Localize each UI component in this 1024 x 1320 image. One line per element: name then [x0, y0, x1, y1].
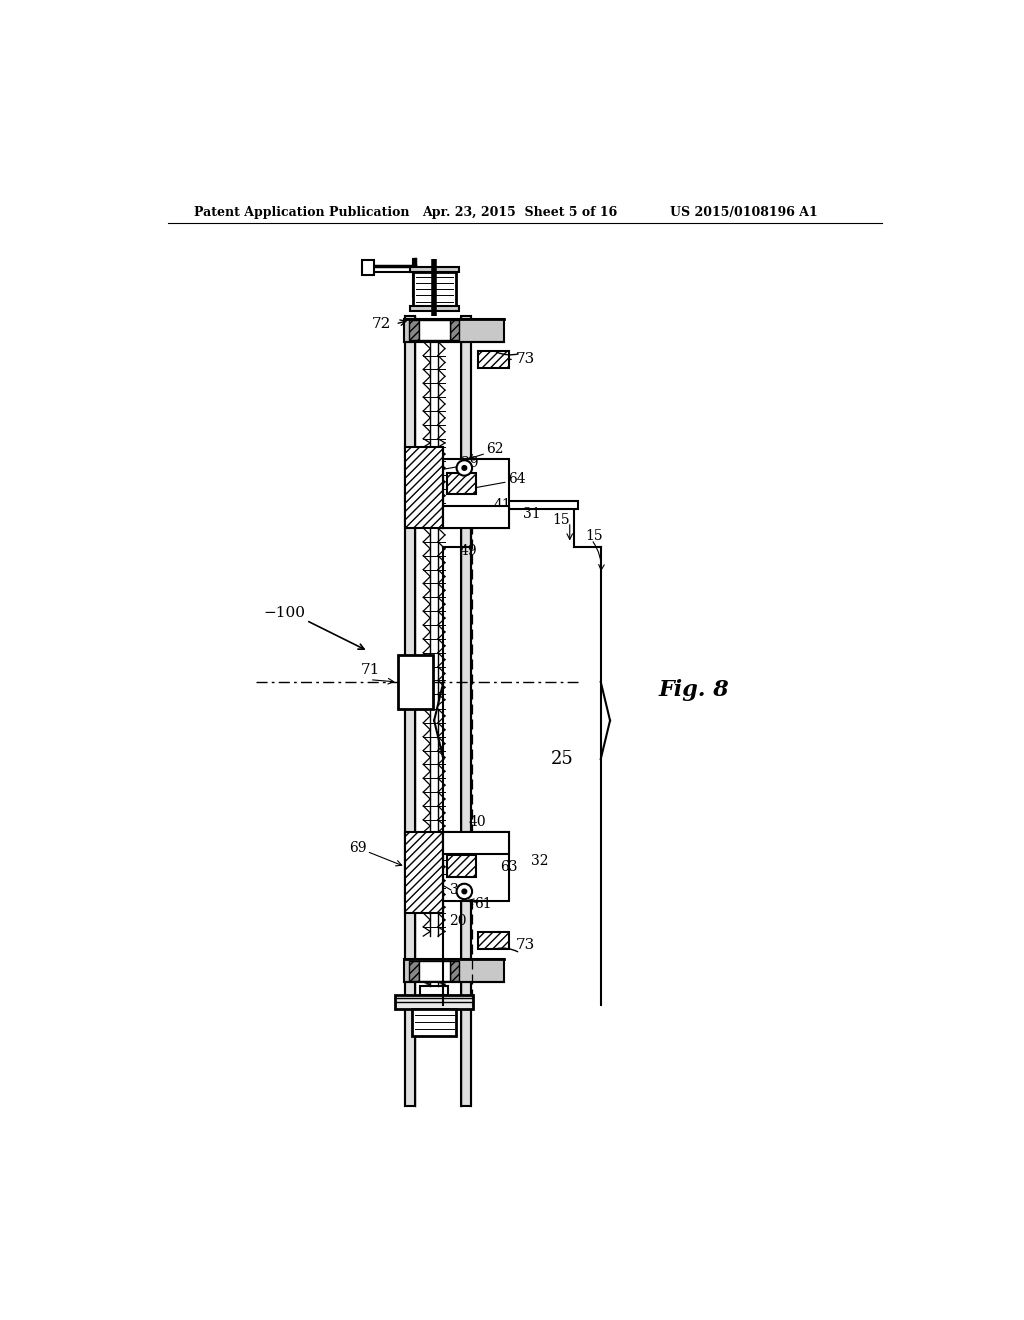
Text: 48: 48	[457, 841, 474, 854]
Text: 49: 49	[460, 544, 477, 558]
Bar	[410, 267, 459, 272]
Text: 69: 69	[349, 841, 367, 854]
Bar	[442, 507, 509, 528]
Text: 32: 32	[531, 854, 549, 867]
Bar	[467, 502, 578, 508]
Circle shape	[457, 461, 472, 475]
Bar	[442, 832, 509, 854]
Bar	[450, 321, 459, 341]
Text: 63: 63	[500, 859, 517, 874]
Text: 25: 25	[551, 750, 573, 768]
Text: 62: 62	[486, 442, 504, 457]
Text: 39: 39	[461, 457, 479, 470]
Bar	[442, 832, 509, 902]
Bar	[413, 1010, 456, 1036]
Text: 15: 15	[553, 513, 570, 527]
Bar	[395, 995, 473, 1010]
Bar	[461, 317, 471, 1106]
Bar	[410, 961, 419, 981]
Bar	[410, 306, 459, 312]
Bar	[478, 932, 509, 949]
Text: 41: 41	[494, 498, 512, 512]
Bar	[442, 459, 509, 528]
Text: 31: 31	[523, 507, 541, 521]
Bar	[419, 961, 450, 981]
Bar	[450, 961, 459, 981]
Text: 15: 15	[586, 529, 603, 543]
Text: 64: 64	[508, 471, 525, 486]
Text: Fig. 8: Fig. 8	[658, 678, 730, 701]
Text: 40: 40	[469, 816, 486, 829]
Bar	[397, 655, 432, 709]
Bar	[406, 832, 442, 913]
Bar	[406, 447, 442, 528]
Bar	[446, 855, 476, 876]
Bar	[362, 260, 374, 276]
Circle shape	[457, 884, 472, 899]
Text: 38: 38	[450, 883, 467, 896]
Circle shape	[462, 890, 467, 894]
Text: Apr. 23, 2015  Sheet 5 of 16: Apr. 23, 2015 Sheet 5 of 16	[423, 206, 617, 219]
Bar	[478, 351, 509, 368]
Text: 61: 61	[474, 896, 493, 911]
Text: Patent Application Publication: Patent Application Publication	[194, 206, 410, 219]
Text: 73: 73	[515, 937, 535, 952]
Text: US 2015/0108196 A1: US 2015/0108196 A1	[671, 206, 818, 219]
Bar	[414, 272, 456, 306]
Text: 73: 73	[515, 352, 535, 367]
Text: −100: −100	[263, 606, 305, 619]
Text: 72: 72	[372, 317, 391, 331]
Bar	[403, 960, 504, 982]
Text: 20: 20	[449, 913, 466, 928]
Circle shape	[462, 466, 467, 470]
Bar	[419, 321, 450, 341]
Text: 71: 71	[360, 663, 380, 677]
Bar	[420, 986, 449, 995]
Bar	[403, 318, 504, 342]
Bar	[446, 473, 476, 494]
Bar	[406, 317, 415, 1106]
Bar	[410, 321, 419, 341]
